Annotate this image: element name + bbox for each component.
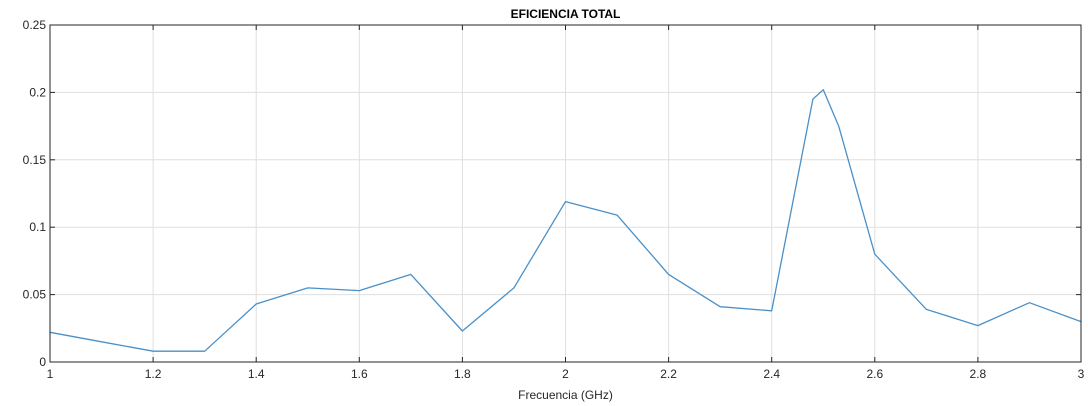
x-tick-label: 2.2 [660,367,677,381]
grid [50,25,1081,362]
x-tick-label: 1.4 [248,367,265,381]
x-axis-label: Frecuencia (GHz) [518,388,613,402]
x-tick-label: 1.2 [145,367,162,381]
x-tick-label: 3 [1078,367,1085,381]
x-tick-label: 1.6 [351,367,368,381]
x-tick-label: 2.4 [763,367,780,381]
ticks: 1 1.2 1.4 1.6 1.8 2 2.2 2.4 2.6 2.8 3 0 0.05 0.1 0.15 0… [23,18,1085,381]
series-layer [49,89,1082,352]
series-line [49,89,1082,352]
y-tick-label: 0.05 [23,288,47,302]
x-tick-label: 2 [562,367,569,381]
y-tick-label: 0.2 [29,85,46,99]
chart-title: EFICIENCIA TOTAL [511,7,621,21]
x-tick-label: 2.6 [866,367,883,381]
x-tick-label: 1.8 [454,367,471,381]
y-tick-label: 0.15 [23,153,47,167]
y-tick-label: 0.1 [29,220,46,234]
y-tick-label: 0.25 [23,18,47,32]
y-tick-label: 0 [39,355,46,369]
x-tick-label: 1 [47,367,54,381]
x-tick-label: 2.8 [970,367,987,381]
